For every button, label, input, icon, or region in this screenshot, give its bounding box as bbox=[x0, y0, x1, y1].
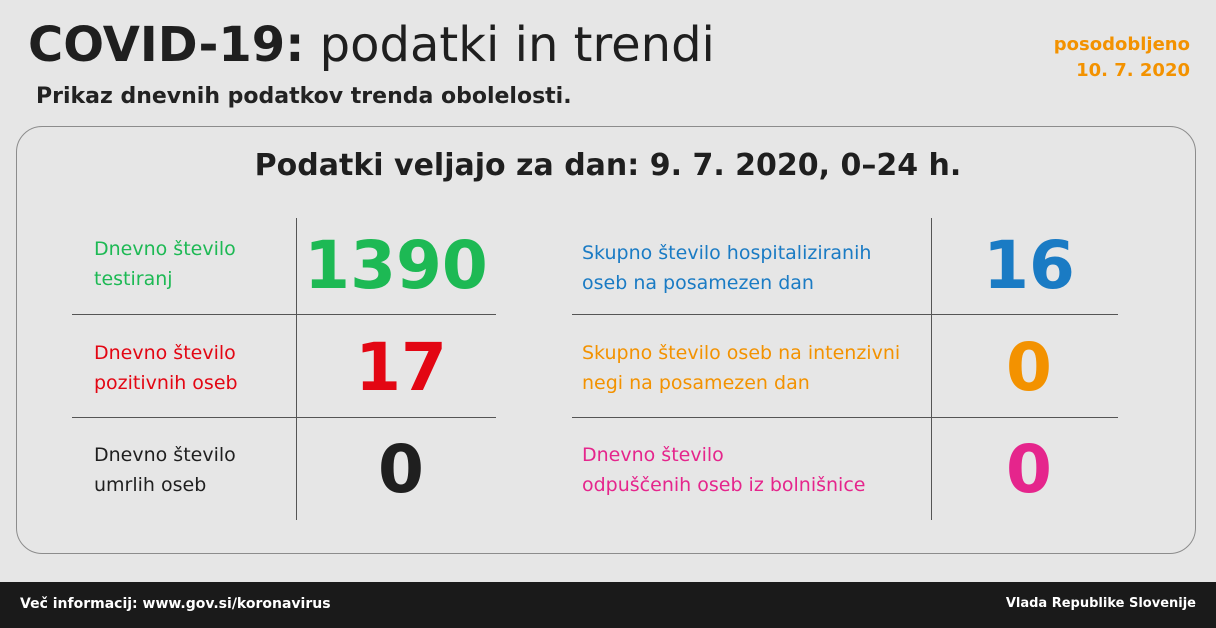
divider-right-row1 bbox=[572, 314, 1118, 315]
stat-tested-label-line1: Dnevno število bbox=[94, 238, 236, 260]
stat-discharged-label: Dnevno število odpuščenih oseb iz bolniš… bbox=[582, 440, 865, 500]
divider-left-row1 bbox=[72, 314, 496, 315]
stat-tested-value: 1390 bbox=[304, 227, 488, 304]
footer-info-link[interactable]: Več informacij: www.gov.si/koronavirus bbox=[20, 596, 331, 612]
stat-discharged-label-line2: odpuščenih oseb iz bolnišnice bbox=[582, 474, 866, 496]
stat-hospitalized-label-line1: Skupno število hospitaliziranih bbox=[582, 242, 872, 264]
stat-positive-label-line2: pozitivnih oseb bbox=[94, 372, 238, 394]
stat-hospitalized-label-line2: oseb na posamezen dan bbox=[582, 272, 814, 294]
footer-bar: Več informacij: www.gov.si/koronavirus V… bbox=[0, 582, 1216, 628]
stat-discharged-label-line1: Dnevno število bbox=[582, 444, 724, 466]
stats-card bbox=[16, 126, 1196, 554]
divider-right-vertical bbox=[931, 218, 932, 520]
stat-deaths-label-line1: Dnevno število bbox=[94, 444, 236, 466]
title-light: podatki in trendi bbox=[319, 17, 715, 73]
page-title: COVID-19: podatki in trendi bbox=[28, 14, 715, 76]
divider-left-vertical bbox=[296, 218, 297, 520]
stat-positive-label-line1: Dnevno število bbox=[94, 342, 236, 364]
divider-right-row2 bbox=[572, 417, 1118, 418]
stat-positive-label: Dnevno število pozitivnih oseb bbox=[94, 338, 238, 398]
stat-positive-value: 17 bbox=[355, 329, 447, 406]
stat-icu-value: 0 bbox=[1006, 329, 1052, 406]
stat-icu-label: Skupno število oseb na intenzivni negi n… bbox=[582, 338, 900, 398]
footer-organization: Vlada Republike Slovenije bbox=[1005, 596, 1196, 611]
stat-icu-label-line2: negi na posamezen dan bbox=[582, 372, 810, 394]
stat-tested-label: Dnevno število testiranj bbox=[94, 234, 236, 294]
stat-hospitalized-label: Skupno število hospitaliziranih oseb na … bbox=[582, 238, 871, 298]
page-subtitle: Prikaz dnevnih podatkov trenda obolelost… bbox=[36, 84, 572, 109]
stat-icu-label-line1: Skupno število oseb na intenzivni bbox=[582, 342, 901, 364]
stat-deaths-value: 0 bbox=[378, 431, 424, 508]
stat-deaths-label: Dnevno število umrlih oseb bbox=[94, 440, 236, 500]
card-title: Podatki veljajo za dan: 9. 7. 2020, 0–24… bbox=[254, 148, 962, 183]
updated-label: posodobljeno bbox=[1053, 34, 1190, 55]
stat-discharged-value: 0 bbox=[1006, 431, 1052, 508]
divider-left-row2 bbox=[72, 417, 496, 418]
updated-date: 10. 7. 2020 bbox=[1076, 60, 1190, 81]
updated-info: posodobljeno 10. 7. 2020 bbox=[1054, 32, 1190, 84]
stat-deaths-label-line2: umrlih oseb bbox=[94, 474, 207, 496]
title-bold: COVID-19: bbox=[28, 17, 305, 73]
stat-hospitalized-value: 16 bbox=[983, 227, 1075, 304]
stat-tested-label-line2: testiranj bbox=[94, 268, 173, 290]
